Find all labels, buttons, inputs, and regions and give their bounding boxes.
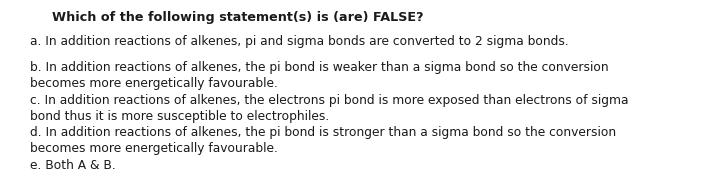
Text: d. In addition reactions of alkenes, the pi bond is stronger than a sigma bond s: d. In addition reactions of alkenes, the…: [30, 126, 616, 155]
Text: b. In addition reactions of alkenes, the pi bond is weaker than a sigma bond so : b. In addition reactions of alkenes, the…: [30, 61, 609, 90]
Text: e. Both A & B.: e. Both A & B.: [30, 159, 116, 172]
Text: c. In addition reactions of alkenes, the electrons pi bond is more exposed than : c. In addition reactions of alkenes, the…: [30, 94, 629, 123]
Text: Which of the following statement(s) is (are) FALSE?: Which of the following statement(s) is (…: [52, 11, 423, 24]
Text: a. In addition reactions of alkenes, pi and sigma bonds are converted to 2 sigma: a. In addition reactions of alkenes, pi …: [30, 35, 569, 48]
